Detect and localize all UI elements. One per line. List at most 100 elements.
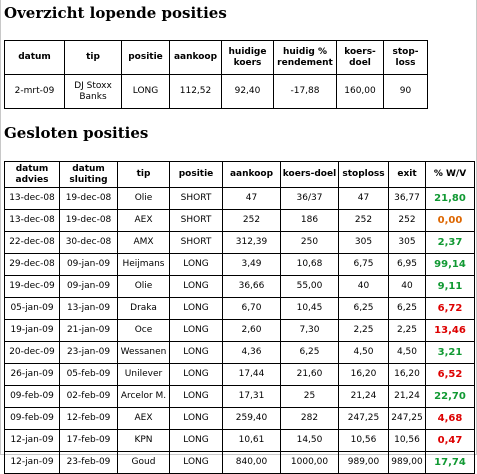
col-header-stoploss: stop-loss: [383, 40, 428, 75]
table-row: 13-dec-08 19-dec-08 AEX SHORT 252 186 252 252 0,…: [4, 209, 475, 232]
cell-datum-sluiting: 19-dec-08: [59, 209, 118, 232]
cell-positie: LONG: [169, 297, 223, 320]
col-header-tip: tip: [64, 40, 122, 75]
col-header-winst-verlies: % W/V: [425, 161, 475, 188]
cell-winst-verlies: 4,68: [425, 407, 475, 430]
cell-winst-verlies: 0,00: [425, 209, 475, 232]
cell-positie: LONG: [169, 363, 223, 386]
cell-tip: Draka: [117, 297, 170, 320]
cell-aankoop: 312,39: [222, 231, 281, 254]
cell-datum-sluiting: 02-feb-09: [59, 385, 118, 408]
cell-tip: Wessanen: [117, 341, 170, 364]
col-header-rendement: huidig % rendement: [273, 40, 337, 75]
cell-datum-advies: 26-jan-09: [4, 363, 60, 386]
cell-aankoop: 2,60: [222, 319, 281, 342]
col-header-positie: positie: [169, 161, 223, 188]
cell-tip: AEX: [117, 407, 170, 430]
cell-exit: 21,24: [388, 385, 426, 408]
cell-exit: 6,25: [388, 297, 426, 320]
cell-koersdoel: 10,45: [280, 297, 339, 320]
cell-aankoop: 47: [222, 187, 281, 210]
col-header-exit: exit: [388, 161, 426, 188]
cell-tip: Heijmans: [117, 253, 170, 276]
cell-stoploss: 47: [338, 187, 389, 210]
cell-koersdoel: 250: [280, 231, 339, 254]
cell-exit: 40: [388, 275, 426, 298]
cell-winst-verlies: 13,46: [425, 319, 475, 342]
cell-stoploss: 305: [338, 231, 389, 254]
cell-stoploss: 16,20: [338, 363, 389, 386]
cell-tip: DJ Stoxx Banks: [64, 74, 122, 109]
cell-positie: LONG: [169, 429, 223, 452]
cell-positie: SHORT: [169, 209, 223, 232]
cell-datum-advies: 22-dec-08: [4, 231, 60, 254]
cell-datum-sluiting: 21-jan-09: [59, 319, 118, 342]
cell-datum-sluiting: 09-jan-09: [59, 275, 118, 298]
cell-tip: KPN: [117, 429, 170, 452]
cell-datum-sluiting: 13-jan-09: [59, 297, 118, 320]
cell-tip: Arcelor M.: [117, 385, 170, 408]
cell-huidige-koers: 92,40: [221, 74, 274, 109]
cell-koersdoel: 282: [280, 407, 339, 430]
col-header-aankoop: aankoop: [169, 40, 222, 75]
cell-winst-verlies: 22,70: [425, 385, 475, 408]
cell-exit: 10,56: [388, 429, 426, 452]
cell-aankoop: 3,49: [222, 253, 281, 276]
table-row: 26-jan-09 05-feb-09 Unilever LONG 17,44 21,60…: [4, 363, 475, 386]
cell-datum-sluiting: 09-jan-09: [59, 253, 118, 276]
closed-positions-title: Gesloten posities: [4, 124, 149, 142]
closed-positions-body: 13-dec-08 19-dec-08 Olie SHORT 47 36/37 47 36,7…: [4, 187, 475, 474]
cell-winst-verlies: 0,47: [425, 429, 475, 452]
col-header-stoploss: stoploss: [338, 161, 389, 188]
cell-exit: 4,50: [388, 341, 426, 364]
cell-winst-verlies: 2,37: [425, 231, 475, 254]
cell-koersdoel: 160,00: [336, 74, 384, 109]
cell-positie: LONG: [169, 253, 223, 276]
cell-stoploss: 252: [338, 209, 389, 232]
cell-positie: LONG: [121, 74, 170, 109]
table-row: 12-jan-09 17-feb-09 KPN LONG 10,61 14,50 10,56…: [4, 429, 475, 452]
cell-winst-verlies: 6,72: [425, 297, 475, 320]
table-row: 13-dec-08 19-dec-08 Olie SHORT 47 36/37 47 36,7…: [4, 187, 475, 210]
sheet-gridline: [0, 0, 1, 455]
col-header-tip: tip: [117, 161, 170, 188]
cell-koersdoel: 55,00: [280, 275, 339, 298]
col-header-aankoop: aankoop: [222, 161, 281, 188]
table-row: 19-dec-09 09-jan-09 Olie LONG 36,66 55,00 40 40…: [4, 275, 475, 298]
table-row: 20-dec-09 23-jan-09 Wessanen LONG 4,36 6,25 4,…: [4, 341, 475, 364]
cell-datum-sluiting: 17-feb-09: [59, 429, 118, 452]
cell-datum-advies: 19-jan-09: [4, 319, 60, 342]
cell-koersdoel: 21,60: [280, 363, 339, 386]
col-header-datum: datum: [4, 40, 65, 75]
cell-datum-sluiting: 05-feb-09: [59, 363, 118, 386]
cell-tip: Olie: [117, 275, 170, 298]
cell-stoploss: 6,25: [338, 297, 389, 320]
cell-exit: 247,25: [388, 407, 426, 430]
cell-positie: LONG: [169, 341, 223, 364]
table-row: 19-jan-09 21-jan-09 Oce LONG 2,60 7,30 2,25 2,2…: [4, 319, 475, 342]
cell-stoploss: 10,56: [338, 429, 389, 452]
table-row: 09-feb-09 02-feb-09 Arcelor M. LONG 17,31 25 2…: [4, 385, 475, 408]
cell-koersdoel: 10,68: [280, 253, 339, 276]
cell-winst-verlies: 21,80: [425, 187, 475, 210]
col-header-datum-sluiting: datum sluiting: [59, 161, 118, 188]
cell-aankoop: 17,44: [222, 363, 281, 386]
cell-datum-advies: 13-dec-08: [4, 187, 60, 210]
cell-aankoop: 259,40: [222, 407, 281, 430]
table-row: 2-mrt-09 DJ Stoxx Banks LONG 112,52 92,4…: [4, 74, 428, 109]
cell-datum-advies: 09-feb-09: [4, 407, 60, 430]
cell-positie: LONG: [169, 385, 223, 408]
open-positions-table: datum tip positie aankoop huidige koers …: [4, 40, 428, 109]
cell-koersdoel: 7,30: [280, 319, 339, 342]
closed-header-row: datum advies datum sluiting tip positie …: [4, 161, 475, 188]
cell-stoploss: 40: [338, 275, 389, 298]
open-header-row: datum tip positie aankoop huidige koers …: [4, 40, 428, 75]
cell-datum-advies: 20-dec-09: [4, 341, 60, 364]
cell-exit: 252: [388, 209, 426, 232]
cell-tip: AMX: [117, 231, 170, 254]
cell-positie: SHORT: [169, 231, 223, 254]
cell-koersdoel: 186: [280, 209, 339, 232]
cell-datum-sluiting: 12-feb-09: [59, 407, 118, 430]
cell-datum-advies: 05-jan-09: [4, 297, 60, 320]
cell-datum-advies: 19-dec-09: [4, 275, 60, 298]
